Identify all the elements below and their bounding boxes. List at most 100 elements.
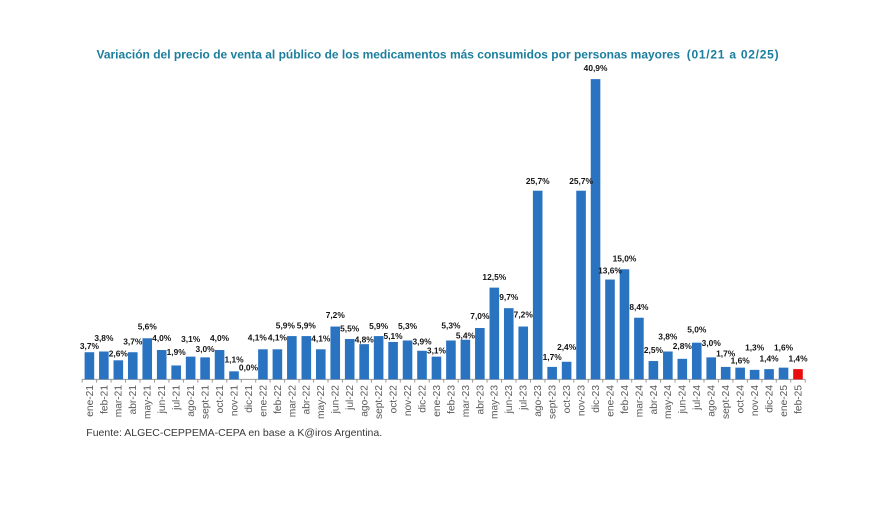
- svg-text:feb-22: feb-22: [273, 385, 284, 414]
- svg-text:7,0%: 7,0%: [470, 311, 490, 321]
- svg-text:oct-23: oct-23: [562, 385, 573, 414]
- svg-text:ago-21: ago-21: [186, 385, 197, 417]
- svg-text:25,7%: 25,7%: [526, 176, 550, 186]
- svg-text:nov-22: nov-22: [403, 385, 414, 416]
- svg-text:jul-23: jul-23: [519, 385, 530, 411]
- svg-text:ago-23: ago-23: [533, 385, 544, 417]
- svg-text:may-22: may-22: [316, 385, 327, 419]
- svg-text:sept-22: sept-22: [374, 385, 385, 419]
- svg-text:may-24: may-24: [663, 385, 674, 419]
- svg-text:1,3%: 1,3%: [745, 343, 765, 353]
- svg-text:jun-21: jun-21: [157, 385, 168, 415]
- svg-text:oct-24: oct-24: [736, 385, 747, 414]
- svg-text:0,0%: 0,0%: [239, 362, 259, 372]
- svg-text:dic-23: dic-23: [591, 385, 602, 413]
- svg-text:5,9%: 5,9%: [369, 321, 389, 331]
- svg-text:3,1%: 3,1%: [427, 346, 447, 356]
- svg-text:jul-22: jul-22: [345, 385, 356, 411]
- svg-text:abr-21: abr-21: [128, 385, 139, 415]
- svg-text:feb-24: feb-24: [620, 385, 631, 414]
- svg-text:8,4%: 8,4%: [629, 302, 649, 312]
- svg-text:ene-24: ene-24: [605, 385, 616, 417]
- svg-text:1,9%: 1,9%: [167, 347, 187, 357]
- svg-text:5,3%: 5,3%: [398, 321, 418, 331]
- svg-text:3,9%: 3,9%: [412, 337, 432, 347]
- svg-text:jun-24: jun-24: [678, 385, 689, 415]
- svg-text:9,7%: 9,7%: [499, 292, 519, 302]
- svg-text:oct-21: oct-21: [215, 385, 226, 414]
- svg-text:4,1%: 4,1%: [248, 333, 268, 343]
- svg-text:13,6%: 13,6%: [598, 265, 622, 275]
- svg-text:5,5%: 5,5%: [340, 323, 360, 333]
- svg-text:1,7%: 1,7%: [543, 352, 563, 362]
- svg-text:7,2%: 7,2%: [326, 310, 346, 320]
- svg-text:5,3%: 5,3%: [441, 321, 461, 331]
- svg-text:jul-21: jul-21: [172, 385, 183, 411]
- svg-text:1,6%: 1,6%: [731, 356, 751, 366]
- svg-text:sept-21: sept-21: [200, 385, 211, 419]
- svg-text:feb-23: feb-23: [446, 385, 457, 414]
- svg-text:nov-21: nov-21: [229, 385, 240, 416]
- svg-text:abr-23: abr-23: [475, 385, 486, 415]
- svg-text:25,7%: 25,7%: [569, 176, 593, 186]
- svg-text:ene-23: ene-23: [432, 385, 443, 417]
- svg-text:5,9%: 5,9%: [276, 320, 296, 330]
- svg-text:3,0%: 3,0%: [702, 338, 722, 348]
- svg-text:4,1%: 4,1%: [268, 333, 288, 343]
- svg-text:ene-21: ene-21: [85, 385, 96, 417]
- svg-text:4,8%: 4,8%: [355, 334, 375, 344]
- svg-text:40,9%: 40,9%: [584, 63, 608, 73]
- svg-text:1,6%: 1,6%: [774, 343, 794, 353]
- svg-text:3,8%: 3,8%: [658, 331, 678, 341]
- svg-text:5,0%: 5,0%: [687, 325, 707, 335]
- svg-text:abr-22: abr-22: [302, 385, 313, 415]
- svg-text:Fuente: ALGEC-CEPPEMA-CEPA en: Fuente: ALGEC-CEPPEMA-CEPA en base a K@i…: [86, 427, 382, 439]
- svg-text:jul-24: jul-24: [692, 385, 703, 411]
- svg-text:mar-22: mar-22: [287, 385, 298, 418]
- svg-text:jun-22: jun-22: [331, 385, 342, 415]
- svg-text:5,6%: 5,6%: [138, 322, 158, 332]
- svg-text:2,6%: 2,6%: [109, 349, 129, 359]
- svg-text:3,0%: 3,0%: [196, 344, 216, 354]
- svg-text:nov-24: nov-24: [750, 385, 761, 416]
- svg-text:5,4%: 5,4%: [456, 330, 476, 340]
- svg-text:4,0%: 4,0%: [210, 333, 230, 343]
- svg-text:dic-21: dic-21: [244, 385, 255, 413]
- svg-text:1,7%: 1,7%: [716, 349, 736, 359]
- svg-text:jun-23: jun-23: [504, 385, 515, 415]
- svg-text:1,4%: 1,4%: [760, 354, 780, 364]
- svg-text:may-21: may-21: [143, 385, 154, 419]
- svg-text:2,4%: 2,4%: [557, 342, 577, 352]
- svg-text:5,9%: 5,9%: [297, 320, 317, 330]
- svg-text:3,1%: 3,1%: [181, 334, 201, 344]
- svg-text:mar-24: mar-24: [634, 385, 645, 418]
- svg-text:abr-24: abr-24: [649, 385, 660, 415]
- svg-text:sept-23: sept-23: [548, 385, 559, 419]
- svg-text:12,5%: 12,5%: [482, 272, 506, 282]
- svg-text:Variación del precio de venta: Variación del precio de venta al público…: [97, 48, 780, 62]
- svg-text:sept-24: sept-24: [721, 385, 732, 419]
- svg-text:may-23: may-23: [490, 385, 501, 419]
- svg-text:mar-21: mar-21: [114, 385, 125, 418]
- svg-text:dic-24: dic-24: [764, 385, 775, 413]
- svg-text:1,4%: 1,4%: [788, 354, 808, 364]
- svg-text:ene-22: ene-22: [258, 385, 269, 417]
- svg-text:nov-23: nov-23: [576, 385, 587, 416]
- svg-text:3,8%: 3,8%: [94, 333, 114, 343]
- svg-text:oct-22: oct-22: [388, 385, 399, 414]
- svg-text:ago-24: ago-24: [707, 385, 718, 417]
- svg-text:7,2%: 7,2%: [514, 310, 534, 320]
- svg-text:4,0%: 4,0%: [152, 333, 172, 343]
- svg-text:1,1%: 1,1%: [224, 355, 244, 365]
- svg-text:2,5%: 2,5%: [644, 345, 664, 355]
- svg-text:feb-21: feb-21: [99, 385, 110, 414]
- svg-text:3,7%: 3,7%: [80, 341, 100, 351]
- svg-text:ago-22: ago-22: [360, 385, 371, 417]
- svg-text:ene-25: ene-25: [779, 385, 790, 417]
- svg-text:feb-25: feb-25: [793, 385, 804, 414]
- svg-text:2,8%: 2,8%: [673, 341, 693, 351]
- svg-text:3,7%: 3,7%: [123, 337, 143, 347]
- svg-text:dic-22: dic-22: [417, 385, 428, 413]
- svg-text:4,1%: 4,1%: [311, 333, 331, 343]
- svg-text:5,1%: 5,1%: [384, 331, 404, 341]
